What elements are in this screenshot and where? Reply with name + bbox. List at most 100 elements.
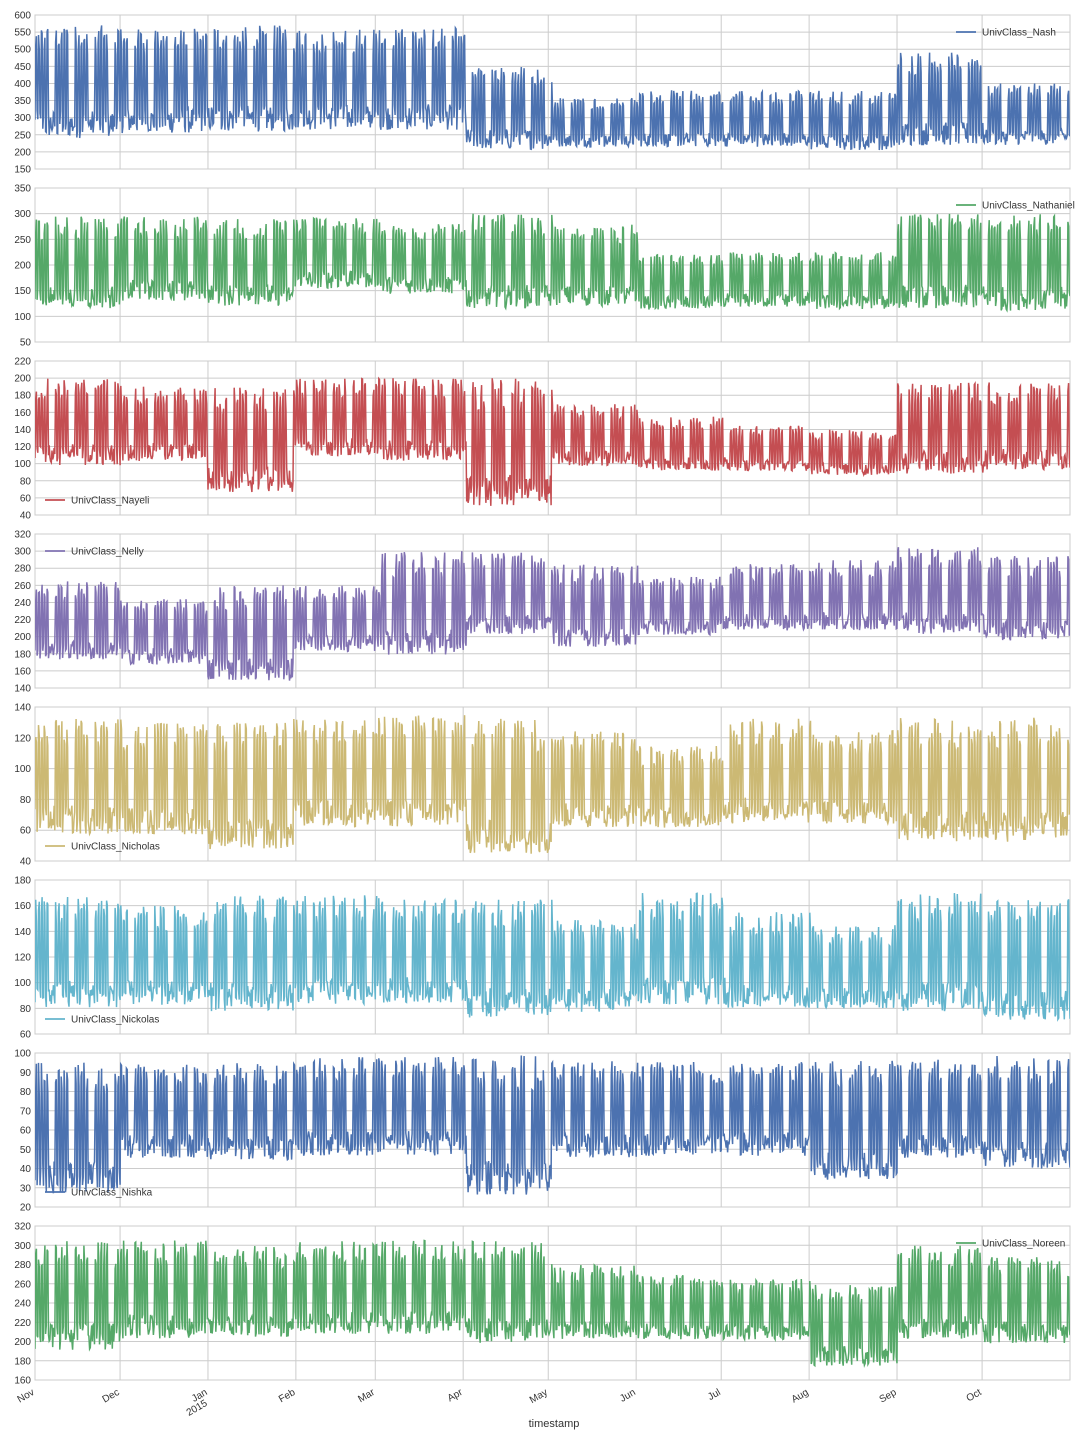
y-tick-label: 160 [14,408,31,419]
y-tick-label: 220 [14,1318,31,1329]
legend-label: UnivClass_Nishka [71,1188,153,1199]
y-tick-label: 300 [14,113,31,124]
y-tick-label: 180 [14,876,31,887]
y-tick-label: 80 [20,1004,32,1015]
legend-label: UnivClass_Nelly [71,547,144,558]
y-tick-label: 60 [20,493,32,504]
y-tick-label: 260 [14,581,31,592]
y-tick-label: 120 [14,733,31,744]
y-tick-label: 160 [14,1376,31,1387]
y-tick-label: 140 [14,684,31,695]
legend-label: UnivClass_Nathaniel [982,201,1075,212]
subplot-univclass-nicholas: 40 60 80 100 120 140 UnivClass_Nicholas [14,703,1071,868]
y-tick-label: 40 [20,857,32,868]
series-line-univclass-nathaniel [35,213,1070,313]
y-tick-label: 400 [14,79,31,90]
subplot-univclass-nishka: 20 30 40 50 60 70 80 90 100 UnivClass_Nishka [14,1049,1071,1214]
subplot-univclass-noreen: 160 180 200 220 240 260 280 300 320 UnivClass_Nor… [14,1222,1071,1387]
y-tick-label: 180 [14,391,31,402]
y-tick-label: 100 [14,764,31,775]
y-tick-label: 350 [14,184,31,195]
y-tick-label: 200 [14,632,31,643]
legend-label: UnivClass_Nayeli [71,496,149,507]
x-axis-title: timestamp [529,1418,580,1430]
y-tick-label: 200 [14,261,31,272]
y-tick-label: 240 [14,1299,31,1310]
y-tick-label: 500 [14,45,31,56]
y-tick-label: 350 [14,96,31,107]
subplot-univclass-nathaniel: 50 100 150 200 250 300 350 UnivClass_Nathaniel [14,184,1075,349]
y-tick-label: 200 [14,147,31,158]
subplot-univclass-nayeli: 40 60 80 100 120 140 160 180 200 220 UnivClass_Nay… [14,357,1071,522]
y-tick-label: 260 [14,1279,31,1290]
y-tick-label: 80 [20,1087,32,1098]
y-tick-label: 50 [20,338,32,349]
y-tick-label: 320 [14,1222,31,1233]
subplot-univclass-nash: 150 200 250 300 350 400 450 500 550 600 UnivClass_… [14,11,1071,176]
y-tick-label: 120 [14,442,31,453]
legend-label: UnivClass_Nickolas [71,1015,159,1026]
y-tick-label: 220 [14,357,31,368]
series-line-univclass-noreen [35,1239,1070,1369]
y-tick-label: 300 [14,1241,31,1252]
series-line-univclass-nishka [35,1055,1070,1195]
legend: UnivClass_Nathaniel [956,201,1075,212]
y-tick-label: 140 [14,703,31,714]
y-tick-label: 160 [14,901,31,912]
y-tick-label: 30 [20,1183,32,1194]
y-tick-label: 280 [14,1260,31,1271]
subplot-univclass-nickolas: 60 80 100 120 140 160 180 UnivClass_Nickolas [14,876,1071,1041]
y-tick-label: 300 [14,547,31,558]
y-tick-label: 200 [14,1337,31,1348]
y-tick-label: 60 [20,1126,32,1137]
legend: UnivClass_Nicholas [45,842,160,853]
y-tick-label: 50 [20,1145,32,1156]
subplot-univclass-nelly: 140 160 180 200 220 240 260 280 300 320 UnivClass_… [14,530,1071,695]
y-tick-label: 200 [14,374,31,385]
y-tick-label: 180 [14,649,31,660]
y-tick-label: 100 [14,459,31,470]
legend: UnivClass_Noreen [956,1239,1065,1250]
y-tick-label: 80 [20,476,32,487]
y-tick-label: 80 [20,795,32,806]
legend-label: UnivClass_Nash [982,28,1056,39]
legend: UnivClass_Nash [956,28,1056,39]
y-tick-label: 120 [14,953,31,964]
y-tick-label: 320 [14,530,31,541]
y-tick-label: 20 [20,1203,32,1214]
series-line-univclass-nicholas [35,715,1070,854]
y-tick-label: 240 [14,598,31,609]
subplot-grid: 150 200 250 300 350 400 450 500 550 600 UnivClass_… [14,11,1075,1387]
series-line-univclass-nelly [35,547,1070,681]
y-tick-label: 100 [14,978,31,989]
legend: UnivClass_Nayeli [45,496,149,507]
legend-label: UnivClass_Noreen [982,1239,1065,1250]
y-tick-label: 150 [14,165,31,176]
legend: UnivClass_Nishka [45,1188,153,1199]
legend-label: UnivClass_Nicholas [71,842,160,853]
y-tick-label: 250 [14,235,31,246]
y-tick-label: 160 [14,666,31,677]
y-tick-label: 180 [14,1356,31,1367]
y-tick-label: 40 [20,1164,32,1175]
y-tick-label: 70 [20,1106,32,1117]
y-tick-label: 600 [14,11,31,22]
series-line-univclass-nash [35,25,1070,151]
y-tick-label: 90 [20,1068,32,1079]
y-tick-label: 60 [20,826,32,837]
y-tick-label: 300 [14,209,31,220]
y-tick-label: 100 [14,312,31,323]
y-tick-label: 280 [14,564,31,575]
series-line-univclass-nayeli [35,376,1070,506]
y-tick-label: 100 [14,1049,31,1060]
legend: UnivClass_Nickolas [45,1015,159,1026]
y-tick-label: 60 [20,1030,32,1041]
y-tick-label: 140 [14,927,31,938]
y-tick-label: 150 [14,286,31,297]
legend: UnivClass_Nelly [45,547,144,558]
y-tick-label: 250 [14,130,31,141]
y-tick-label: 40 [20,511,32,522]
series-line-univclass-nickolas [35,892,1070,1022]
